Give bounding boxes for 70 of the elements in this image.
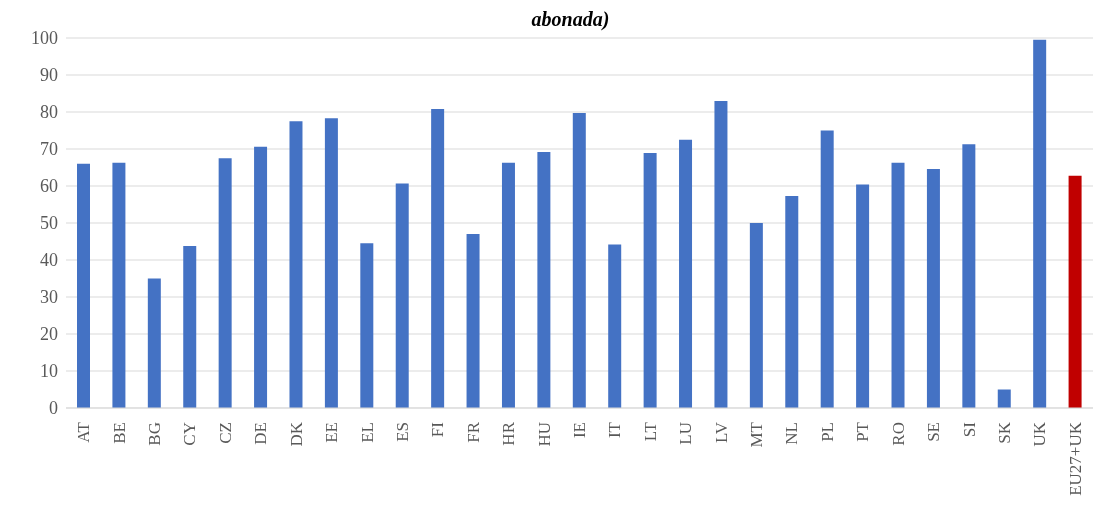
- bar: [679, 139, 693, 408]
- bar: [360, 243, 374, 408]
- x-tick-label: DK: [286, 421, 306, 447]
- x-tick-label: LU: [676, 422, 696, 445]
- x-tick-label: SI: [959, 421, 979, 438]
- x-tick-label: DE: [251, 422, 271, 445]
- x-tick-label: LV: [711, 421, 731, 444]
- bar: [324, 118, 338, 408]
- bar: [714, 100, 728, 408]
- bar: [856, 184, 870, 408]
- bar: [785, 195, 799, 408]
- bar: [395, 183, 409, 408]
- y-tick-label: 100: [31, 28, 58, 49]
- y-tick-label: 70: [40, 139, 58, 160]
- bar: [608, 244, 622, 408]
- x-tick-label: IT: [605, 421, 625, 439]
- bar: [218, 158, 232, 408]
- bar: [749, 223, 763, 408]
- bar: [254, 146, 268, 408]
- x-tick-label: NL: [782, 422, 802, 445]
- y-tick-label: 80: [40, 102, 58, 123]
- bar: [643, 153, 657, 408]
- bar: [1033, 39, 1047, 408]
- y-tick-label: 60: [40, 176, 58, 197]
- y-tick-label: 20: [40, 324, 58, 345]
- x-tick-label: FI: [428, 421, 448, 438]
- x-tick-label: UK: [1030, 421, 1050, 447]
- x-tick-label: RO: [888, 422, 908, 446]
- bar: [891, 162, 905, 408]
- x-tick-label: EE: [322, 422, 342, 443]
- x-tick-label: HR: [499, 421, 519, 446]
- bar: [537, 151, 551, 408]
- x-tick-label: IE: [570, 422, 589, 439]
- x-tick-label: BE: [109, 422, 129, 444]
- bar: [820, 130, 834, 408]
- bar: [1068, 175, 1082, 408]
- bar: [466, 234, 480, 408]
- bar: [147, 278, 161, 408]
- x-tick-label: SE: [924, 422, 944, 442]
- bar: [112, 162, 126, 408]
- x-tick-label: ES: [392, 422, 412, 442]
- bar: [77, 163, 90, 408]
- bar: [997, 389, 1011, 408]
- bar: [289, 121, 303, 408]
- bar: [572, 113, 586, 408]
- y-tick-label: 90: [40, 65, 58, 86]
- bar: [962, 144, 976, 408]
- x-tick-label: PL: [817, 422, 837, 442]
- bar: [183, 245, 197, 408]
- bar: [431, 109, 445, 408]
- y-tick-label: 40: [40, 250, 58, 271]
- x-tick-label: PT: [853, 421, 873, 442]
- x-tick-label: AT: [74, 421, 94, 443]
- x-tick-label: MT: [747, 421, 767, 448]
- x-tick-label: FR: [463, 421, 483, 443]
- x-tick-label: EL: [357, 422, 377, 443]
- x-tick-label: CZ: [215, 422, 235, 444]
- bar: [501, 162, 515, 408]
- y-tick-label: 10: [40, 361, 58, 382]
- y-tick-label: 0: [49, 398, 58, 419]
- x-tick-label: SK: [994, 421, 1014, 444]
- x-tick-label: EU27+UK: [1065, 421, 1085, 496]
- x-tick-label: CY: [180, 422, 200, 446]
- chart-title: abonada): [530, 8, 611, 30]
- y-tick-label: 30: [40, 287, 58, 308]
- x-tick-label: BG: [145, 422, 165, 446]
- y-tick-label: 50: [40, 213, 58, 234]
- x-tick-label: LT: [640, 421, 660, 442]
- bar: [926, 168, 940, 408]
- x-tick-label: HU: [534, 422, 554, 447]
